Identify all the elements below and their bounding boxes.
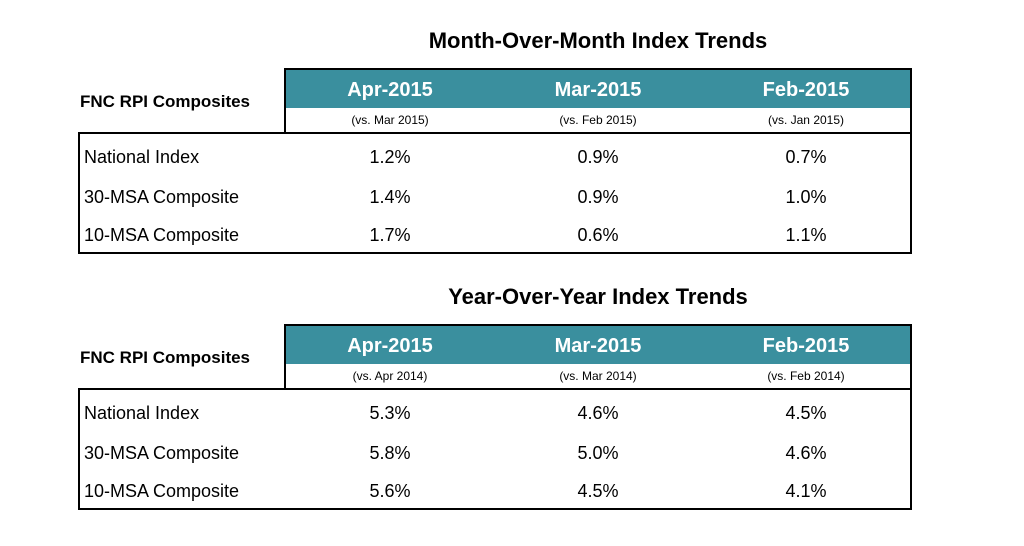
table-cell: 5.6% bbox=[369, 481, 411, 501]
mom-col-sub-1: (vs. Mar 2015) bbox=[351, 113, 429, 127]
table-cell: 5.0% bbox=[577, 443, 619, 463]
table-cell: 4.5% bbox=[785, 403, 827, 423]
yoy-col-head-3: Feb-2015 bbox=[762, 335, 850, 357]
table-cell: 1.2% bbox=[369, 147, 411, 167]
mom-col-sub-3: (vs. Jan 2015) bbox=[767, 113, 845, 127]
row-label: 30-MSA Composite bbox=[84, 187, 240, 207]
table-row: 10-MSA Composite 5.6% 4.5% 4.1% bbox=[80, 472, 910, 510]
row-label: National Index bbox=[84, 403, 200, 423]
table-cell: 5.8% bbox=[369, 443, 411, 463]
yoy-col-head-2: Mar-2015 bbox=[554, 335, 642, 357]
table-cell: 4.5% bbox=[577, 481, 619, 501]
table-cell: 1.1% bbox=[785, 225, 827, 245]
table-cell: 0.9% bbox=[577, 147, 619, 167]
mom-col-head-2: Mar-2015 bbox=[554, 79, 642, 101]
mom-subhead-row: (vs. Mar 2015) (vs. Feb 2015) (vs. Jan 2… bbox=[284, 108, 912, 132]
yoy-col-sub-3: (vs. Feb 2014) bbox=[767, 369, 845, 383]
row-label: National Index bbox=[84, 147, 200, 167]
yoy-body: National Index 5.3% 4.6% 4.5% 30-MSA Com… bbox=[78, 388, 912, 510]
table-cell: 1.0% bbox=[785, 187, 827, 207]
yoy-subhead-row: (vs. Apr 2014) (vs. Mar 2014) (vs. Feb 2… bbox=[284, 364, 912, 388]
table-row: 30-MSA Composite 1.4% 0.9% 1.0% bbox=[80, 178, 910, 216]
row-label: 30-MSA Composite bbox=[84, 443, 240, 463]
table-row: 10-MSA Composite 1.7% 0.6% 1.1% bbox=[80, 216, 910, 254]
mom-table-title: Month-Over-Month Index Trends bbox=[428, 28, 768, 53]
table-cell: 4.6% bbox=[577, 403, 619, 423]
table-cell: 4.1% bbox=[785, 481, 827, 501]
yoy-corner-label: FNC RPI Composites bbox=[80, 348, 251, 367]
mom-col-head-1: Apr-2015 bbox=[347, 79, 433, 101]
yoy-col-sub-1: (vs. Apr 2014) bbox=[352, 369, 428, 383]
mom-corner-label: FNC RPI Composites bbox=[80, 92, 251, 111]
mom-header-band: Apr-2015 Mar-2015 Feb-2015 bbox=[284, 68, 912, 108]
table-row: National Index 5.3% 4.6% 4.5% bbox=[80, 394, 910, 432]
table-cell: 0.9% bbox=[577, 187, 619, 207]
mom-col-head-3: Feb-2015 bbox=[762, 79, 850, 101]
yoy-table-title: Year-Over-Year Index Trends bbox=[448, 284, 748, 309]
table-cell: 1.7% bbox=[369, 225, 411, 245]
yoy-col-head-1: Apr-2015 bbox=[347, 335, 433, 357]
table-cell: 0.6% bbox=[577, 225, 619, 245]
yoy-col-sub-2: (vs. Mar 2014) bbox=[559, 369, 637, 383]
mom-body: National Index 1.2% 0.9% 0.7% 30-MSA Com… bbox=[78, 132, 912, 254]
mom-col-sub-2: (vs. Feb 2015) bbox=[559, 113, 637, 127]
table-cell: 1.4% bbox=[369, 187, 411, 207]
table-row: National Index 1.2% 0.9% 0.7% bbox=[80, 138, 910, 176]
yoy-header-band: Apr-2015 Mar-2015 Feb-2015 bbox=[284, 324, 912, 364]
table-cell: 4.6% bbox=[785, 443, 827, 463]
row-label: 10-MSA Composite bbox=[84, 481, 240, 501]
table-cell: 5.3% bbox=[369, 403, 411, 423]
table-cell: 0.7% bbox=[785, 147, 827, 167]
row-label: 10-MSA Composite bbox=[84, 225, 240, 245]
table-row: 30-MSA Composite 5.8% 5.0% 4.6% bbox=[80, 434, 910, 472]
